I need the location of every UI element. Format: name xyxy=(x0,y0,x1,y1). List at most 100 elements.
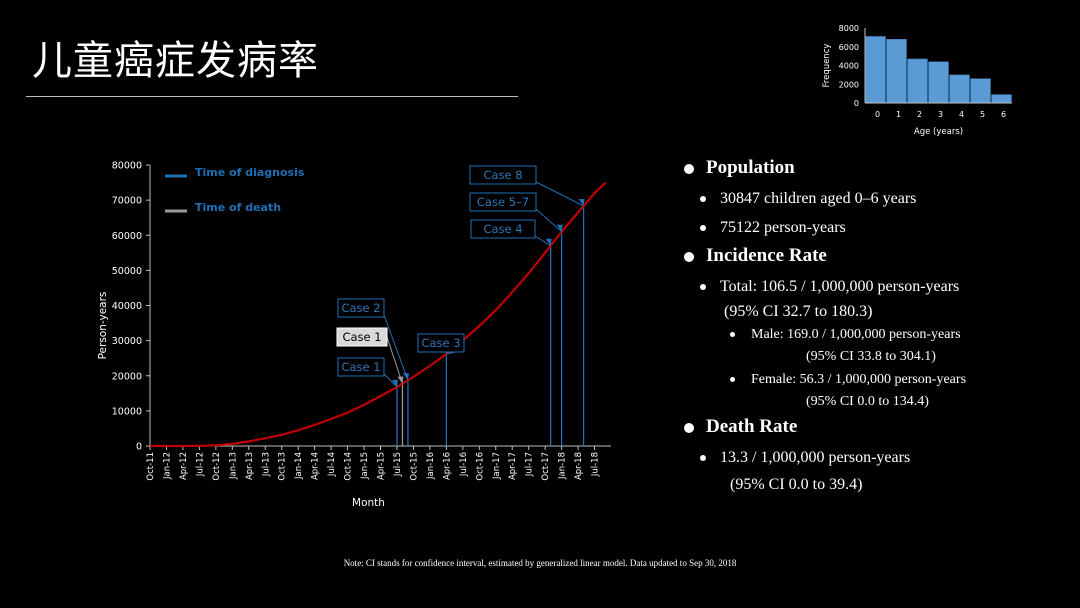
footnote: Note: CI stands for confidence interval,… xyxy=(343,558,737,568)
incidence-male-text: Male: 169.0 / 1,000,000 person-years xyxy=(751,327,961,342)
hist-x-tick-label: 1 xyxy=(896,110,901,119)
age-bar xyxy=(865,36,886,104)
incidence-total-text: Total: 106.5 / 1,000,000 person-years xyxy=(720,278,960,295)
y-tick-label: 0 xyxy=(136,442,142,453)
callout-box xyxy=(337,357,385,377)
callout-label: Case 1 xyxy=(342,330,381,344)
callout-pointer xyxy=(383,373,398,388)
population-heading: Population xyxy=(706,157,795,178)
death-heading-row: Death Rate xyxy=(684,416,797,438)
incidence-total-ci: (95% CI 32.7 to 180.3) xyxy=(724,303,873,320)
age-bar xyxy=(886,39,907,104)
hist-y-tick-label: 0 xyxy=(854,99,859,108)
x-tick-label: Oct-17 xyxy=(541,452,551,481)
hist-x-tick-label: 6 xyxy=(1001,110,1006,119)
callout-arrowhead xyxy=(391,379,398,387)
x-tick-label: Apr-13 xyxy=(245,452,255,480)
y-tick-label: 70000 xyxy=(112,196,142,207)
y-tick-label: 40000 xyxy=(112,301,142,312)
legend-label-diagnosis: Time of diagnosis xyxy=(195,166,305,179)
y-tick-label: 20000 xyxy=(112,371,142,382)
population-children-text: 30847 children aged 0–6 years xyxy=(720,190,917,207)
callout-box xyxy=(417,333,465,353)
x-tick-label: Jul-18 xyxy=(591,452,601,477)
legend-label-death: Time of death xyxy=(195,201,281,214)
population-item-children: 30847 children aged 0–6 years xyxy=(700,190,916,208)
x-tick-label: Jul-12 xyxy=(195,452,205,477)
x-axis-title: Month xyxy=(352,497,385,509)
callout-pointer xyxy=(535,181,584,207)
x-tick-label: Oct-13 xyxy=(278,452,288,481)
bullet-icon xyxy=(684,251,694,262)
hist-y-tick-label: 8000 xyxy=(839,24,859,33)
bullet-icon xyxy=(730,332,735,338)
incidence-male: Male: 169.0 / 1,000,000 person-years xyxy=(730,327,961,343)
x-tick-label: Jul-17 xyxy=(525,452,535,477)
x-tick-label: Jul-15 xyxy=(393,452,403,477)
x-tick-label: Jul-13 xyxy=(261,452,271,477)
title-underline xyxy=(26,96,518,97)
bullet-icon xyxy=(730,377,735,383)
y-tick-label: 50000 xyxy=(112,266,142,277)
hist-x-tick-label: 5 xyxy=(980,110,985,119)
callout-box xyxy=(469,165,537,185)
y-tick-label: 60000 xyxy=(112,231,142,242)
person-years-line xyxy=(150,181,607,448)
callout-label: Case 5–7 xyxy=(477,195,529,209)
callout-pointer xyxy=(383,314,409,381)
age-bar xyxy=(928,61,949,104)
x-tick-label: Oct-16 xyxy=(475,452,485,481)
population-item-person-years: 75122 person-years xyxy=(700,219,846,237)
death-rate: 13.3 / 1,000,000 person-years xyxy=(700,449,910,467)
x-tick-label: Oct-11 xyxy=(146,452,156,481)
incidence-heading: Incidence Rate xyxy=(706,245,827,266)
x-tick-label: Oct-15 xyxy=(409,452,419,481)
bullet-icon xyxy=(700,196,706,203)
callout-box xyxy=(336,327,388,347)
x-tick-label: Jul-16 xyxy=(459,452,469,477)
callout-arrowhead xyxy=(402,373,409,381)
x-tick-label: Jan-18 xyxy=(558,452,568,480)
hist-x-tick-label: 2 xyxy=(917,110,922,119)
callout-label: Case 1 xyxy=(341,360,380,374)
age-bar xyxy=(991,94,1012,104)
callout-box xyxy=(470,219,536,239)
callout-arrowhead xyxy=(578,198,585,206)
y-axis-title: Person-years xyxy=(97,292,109,360)
callout-pointer xyxy=(534,235,551,247)
x-tick-label: Oct-14 xyxy=(344,452,354,481)
death-rate-text: 13.3 / 1,000,000 person-years xyxy=(720,449,911,466)
hist-x-tick-label: 4 xyxy=(959,110,964,119)
hist-x-axis-title: Age (years) xyxy=(914,127,963,137)
incidence-female-ci: (95% CI 0.0 to 134.4) xyxy=(806,394,929,409)
bullet-icon xyxy=(700,225,706,232)
hist-y-tick-label: 4000 xyxy=(839,62,859,71)
callout-label: Case 4 xyxy=(483,222,522,236)
slide-title: 儿童癌症发病率 xyxy=(32,38,319,84)
population-heading-row: Population xyxy=(684,157,795,179)
callout-pointer xyxy=(386,336,403,384)
callout-arrowhead xyxy=(556,224,563,232)
y-tick-label: 10000 xyxy=(112,406,142,417)
x-tick-label: Apr-14 xyxy=(311,452,321,480)
x-tick-label: Jan-14 xyxy=(294,452,304,480)
age-bar xyxy=(949,74,970,104)
bullet-icon xyxy=(700,284,706,291)
x-tick-label: Jul-14 xyxy=(327,452,337,477)
incidence-total: Total: 106.5 / 1,000,000 person-years xyxy=(700,278,959,296)
callout-arrowhead xyxy=(545,238,552,246)
incidence-female: Female: 56.3 / 1,000,000 person-years xyxy=(730,372,966,388)
x-tick-label: Apr-16 xyxy=(442,452,452,480)
callout-label: Case 3 xyxy=(421,336,460,350)
incidence-female-text: Female: 56.3 / 1,000,000 person-years xyxy=(751,372,967,387)
callout-box xyxy=(337,298,385,318)
death-heading: Death Rate xyxy=(706,416,798,437)
x-tick-label: Jan-12 xyxy=(162,452,172,480)
x-tick-label: Jan-15 xyxy=(360,452,370,480)
x-tick-label: Apr-17 xyxy=(508,452,518,480)
callout-box xyxy=(469,192,537,212)
x-tick-label: Apr-12 xyxy=(179,452,189,480)
hist-y-axis-title: Frequency xyxy=(822,44,832,88)
x-tick-label: Jan-17 xyxy=(492,452,502,480)
